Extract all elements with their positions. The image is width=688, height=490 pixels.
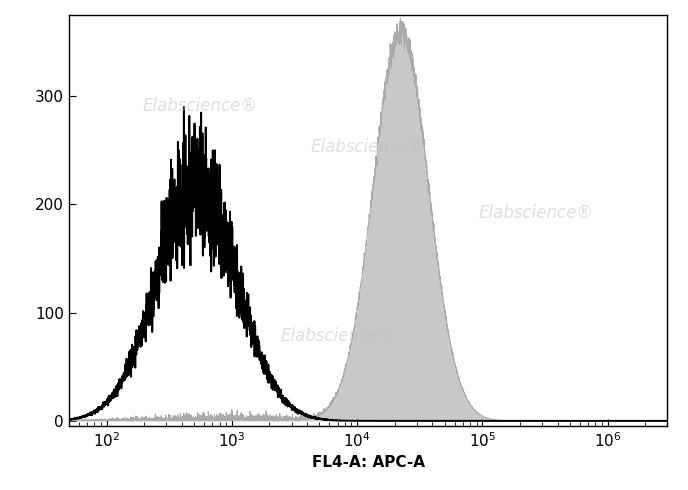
X-axis label: FL4-A: APC-A: FL4-A: APC-A (312, 455, 424, 470)
Text: Elabscience®: Elabscience® (143, 96, 258, 114)
Text: Elabscience®: Elabscience® (478, 203, 593, 221)
Text: Elabscience®: Elabscience® (281, 327, 396, 345)
Text: Elabscience®: Elabscience® (310, 137, 426, 155)
